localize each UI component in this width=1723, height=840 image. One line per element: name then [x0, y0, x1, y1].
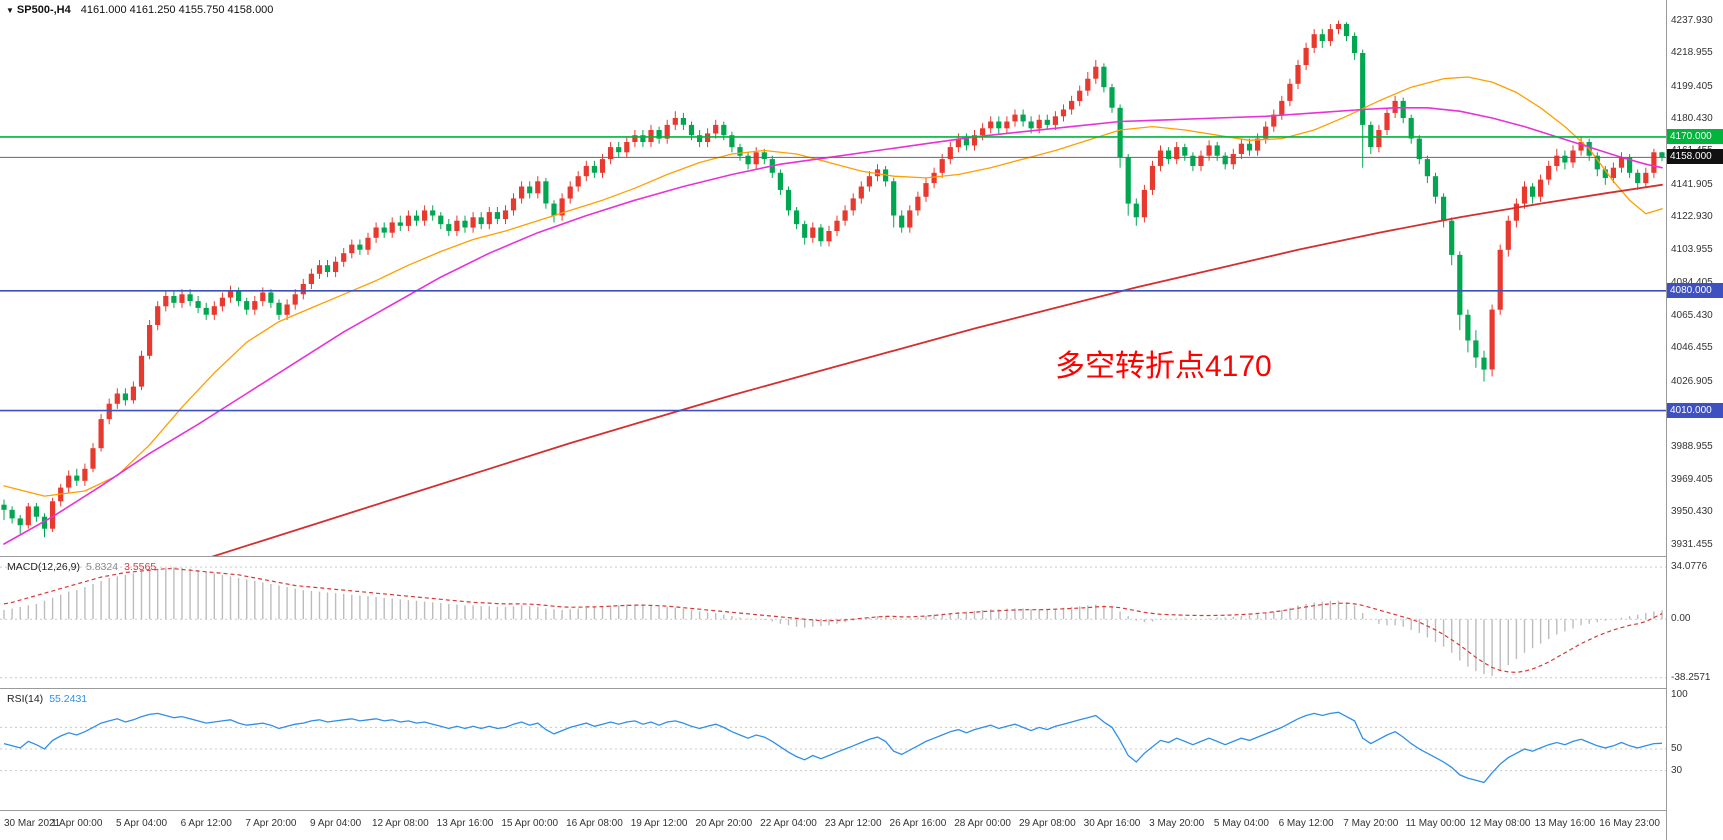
date-label: 13 Apr 16:00: [436, 818, 494, 829]
chart-dropdown-icon[interactable]: ▼: [6, 6, 14, 15]
main-chart-panel[interactable]: 多空转折点4170: [0, 0, 1666, 556]
hline-price-tag: 4010.000: [1667, 402, 1723, 418]
date-label: 6 May 12:00: [1278, 818, 1334, 829]
date-label: 23 Apr 12:00: [824, 818, 882, 829]
macd-panel[interactable]: [0, 558, 1666, 688]
chart-symbol-timeframe: SP500-,H4: [16, 4, 71, 16]
date-label: 3 May 20:00: [1149, 818, 1205, 829]
price-axis-label: 3969.405: [1671, 474, 1713, 486]
date-label: 30 Apr 16:00: [1083, 818, 1141, 829]
price-axis-label: 4084.405: [1671, 277, 1713, 288]
ma-fast: [3, 76, 1663, 497]
date-label: 12 May 08:00: [1469, 818, 1531, 829]
rsi-axis-label: 30: [1671, 764, 1683, 776]
macd-main-value: 5.8324: [85, 561, 119, 573]
date-label: 30 Mar 2021: [4, 818, 61, 829]
macd-name: MACD(12,26,9): [7, 561, 80, 573]
date-label: 5 May 04:00: [1213, 818, 1269, 829]
macd-signal-value: 3.5565: [124, 561, 157, 573]
rsi-axis-label: 50: [1671, 743, 1683, 754]
chart-title: ▼ SP500-,H4 4161.000 4161.250 4155.750 415…: [6, 4, 273, 16]
price-axis-label: 4199.405: [1671, 80, 1713, 92]
macd-plot[interactable]: [0, 558, 1666, 688]
candlestick-plot[interactable]: 多空转折点4170: [0, 0, 1666, 556]
macd-axis-label: -38.2571: [1671, 671, 1711, 683]
date-label: 5 Apr 04:00: [115, 818, 168, 829]
panel-divider[interactable]: [0, 688, 1723, 689]
macd-axis-label: 0.00: [1671, 613, 1691, 625]
date-label: 12 Apr 08:00: [371, 818, 429, 829]
annotation-text: 多空转折点4170: [1055, 350, 1272, 383]
rsi-indicator-label: RSI(14) 55.2431: [7, 693, 87, 705]
price-axis-label: 4237.930: [1671, 14, 1713, 26]
date-label: 28 Apr 00:00: [954, 818, 1011, 829]
date-label: 16 May 23:00: [1599, 818, 1660, 829]
ma-mid: [3, 107, 1663, 545]
date-label: 13 May 16:00: [1534, 818, 1596, 829]
date-label: 19 Apr 12:00: [630, 818, 688, 829]
panel-divider[interactable]: [0, 556, 1723, 557]
rsi-panel[interactable]: [0, 690, 1666, 810]
panel-divider: [0, 810, 1723, 811]
price-axis-label: 4065.430: [1671, 309, 1713, 321]
date-label: 22 Apr 04:00: [760, 818, 817, 829]
date-label: 1 Apr 00:00: [51, 818, 103, 829]
date-label: 9 Apr 04:00: [310, 818, 362, 829]
chart-ohlc-values: 4161.000 4161.250 4155.750 4158.000: [80, 4, 274, 16]
date-label: 6 Apr 12:00: [180, 818, 232, 829]
hline-price-tag: 4080.000: [1667, 282, 1723, 298]
current-price-tag: 4158.000: [1667, 149, 1723, 165]
date-label: 29 Apr 08:00: [1018, 818, 1076, 829]
price-axis-label: 4026.905: [1671, 375, 1713, 387]
price-axis-label: 4141.905: [1671, 178, 1713, 190]
rsi-value: 55.2431: [49, 693, 88, 705]
date-label: 7 May 20:00: [1343, 818, 1399, 829]
date-label: 16 Apr 08:00: [566, 818, 623, 829]
rsi-axis-label: 100: [1671, 689, 1688, 700]
price-axis-label: 4180.430: [1671, 113, 1713, 125]
price-axis-label: 4218.955: [1671, 47, 1713, 59]
macd-indicator-label: MACD(12,26,9) 5.8324 3.5565: [7, 561, 156, 573]
date-label: 26 Apr 16:00: [889, 818, 947, 829]
price-axis-label: 3931.455: [1671, 538, 1713, 550]
rsi-plot[interactable]: [0, 690, 1666, 810]
macd-signal-line: [3, 568, 1663, 674]
ma-slow: [211, 183, 1663, 556]
price-axis-label: 3988.955: [1671, 440, 1713, 452]
price-axis[interactable]: 4237.9304218.9554199.4054180.4304161.455…: [1666, 0, 1723, 840]
price-axis-label: 4122.930: [1671, 211, 1713, 223]
hline-price-tag: 4170.000: [1667, 128, 1723, 144]
macd-axis-label: 34.0776: [1671, 561, 1708, 573]
date-label: 20 Apr 20:00: [695, 818, 753, 829]
price-axis-label: 4046.455: [1671, 342, 1713, 354]
date-label: 15 Apr 00:00: [501, 818, 559, 829]
price-axis-label: 4103.955: [1671, 243, 1713, 255]
date-label: 11 May 00:00: [1405, 818, 1466, 829]
date-label: 7 Apr 20:00: [245, 818, 297, 829]
time-axis[interactable]: 30 Mar 2021 1 Apr 00:00 5 Apr 04:00 6 Apr 1…: [0, 812, 1666, 840]
price-axis-label: 3950.430: [1671, 506, 1713, 518]
rsi-line: [3, 711, 1663, 784]
rsi-name: RSI(14): [7, 693, 44, 705]
